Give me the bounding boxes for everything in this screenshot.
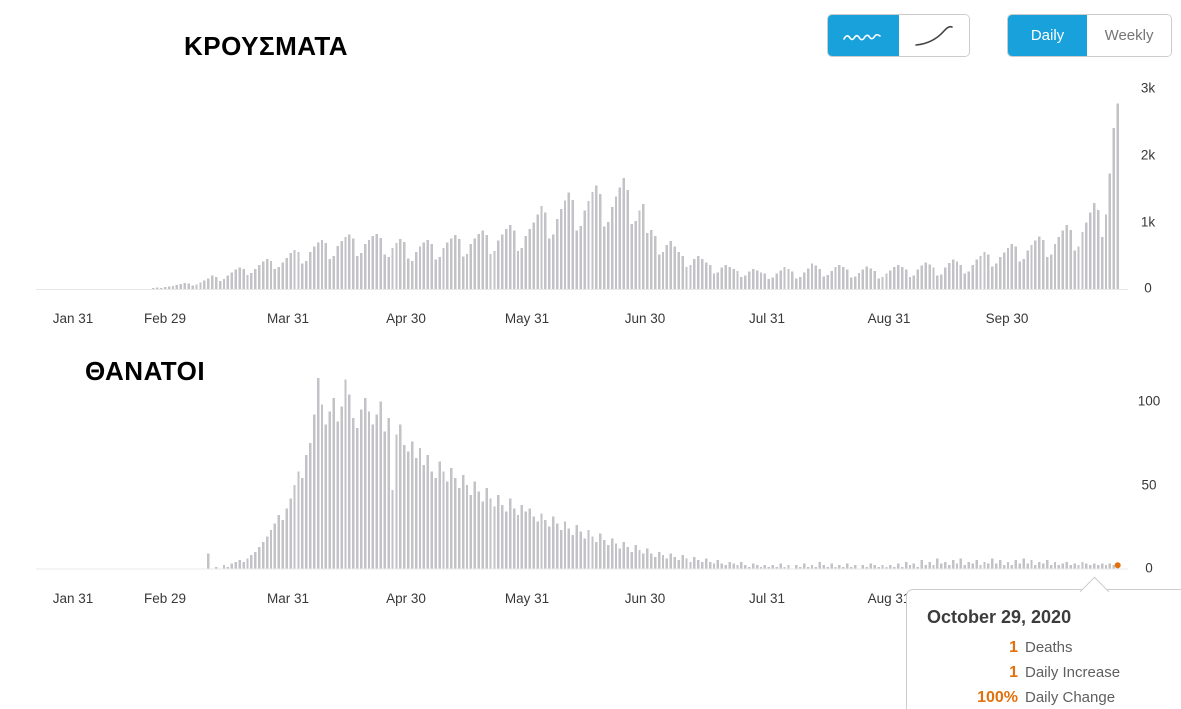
tooltip-value: 1	[1009, 664, 1018, 681]
tooltip-row: 100% Daily Change	[927, 685, 1181, 709]
x-tick-label: Apr 30	[386, 591, 426, 606]
deaths-chart-title: ΘΑΝΑΤΟΙ	[85, 356, 206, 386]
tooltip-row: 1 Deaths	[927, 635, 1181, 660]
y-tick-label: 50	[1141, 477, 1157, 493]
weekly-button[interactable]: Weekly	[1087, 15, 1171, 56]
tooltip: October 29, 2020 1 Deaths 1 Daily Increase 1…	[906, 576, 1181, 709]
squiggle-line-icon	[843, 33, 882, 40]
x-tick-label: Feb 29	[143, 591, 187, 606]
tooltip-value: 100%	[977, 689, 1018, 706]
x-tick-label: Aug 31	[867, 591, 911, 606]
x-tick-label: Jan 31	[52, 591, 94, 606]
y-tick-label: 0	[1144, 280, 1152, 296]
x-tick-label: Jul 31	[748, 591, 786, 606]
tooltip-label: Deaths	[1025, 639, 1073, 656]
chart-type-toggle	[827, 14, 970, 57]
daily-button[interactable]: Daily	[1008, 15, 1088, 56]
highlighted-data-point[interactable]	[1114, 562, 1121, 569]
cases-chart-title: ΚΡΟΥΣΜΑΤΑ	[184, 31, 349, 61]
x-tick-label: Jun 30	[624, 311, 666, 326]
y-tick-label: 3k	[1140, 80, 1156, 96]
period-toggle: Daily Weekly	[1007, 14, 1172, 57]
y-tick-label: 100	[1137, 393, 1161, 409]
x-tick-label: Sep 30	[985, 311, 1029, 326]
tooltip-label: Daily Change	[1025, 689, 1116, 706]
smooth-curve-icon	[914, 25, 953, 46]
x-tick-label: Mar 31	[266, 591, 310, 606]
x-tick-label: Feb 29	[143, 311, 187, 326]
x-tick-label: May 31	[504, 311, 550, 326]
y-tick-label: 0	[1145, 560, 1153, 576]
x-tick-label: May 31	[504, 591, 550, 606]
x-tick-label: Mar 31	[266, 311, 310, 326]
tooltip-row: 1 Daily Increase	[927, 660, 1181, 685]
daily-trend-chart-button[interactable]	[828, 15, 899, 56]
x-tick-label: Jan 31	[52, 311, 94, 326]
tooltip-value: 1	[1009, 639, 1018, 656]
x-tick-label: Apr 30	[386, 311, 426, 326]
x-tick-label: Jun 30	[624, 591, 666, 606]
y-tick-label: 2k	[1140, 147, 1156, 163]
x-tick-label: Aug 31	[867, 311, 911, 326]
x-tick-label: Jul 31	[748, 311, 786, 326]
y-tick-label: 1k	[1140, 214, 1156, 230]
cumulative-chart-button[interactable]	[898, 15, 969, 56]
tooltip-label: Daily Increase	[1025, 664, 1121, 681]
tooltip-date: October 29, 2020	[927, 607, 1072, 627]
